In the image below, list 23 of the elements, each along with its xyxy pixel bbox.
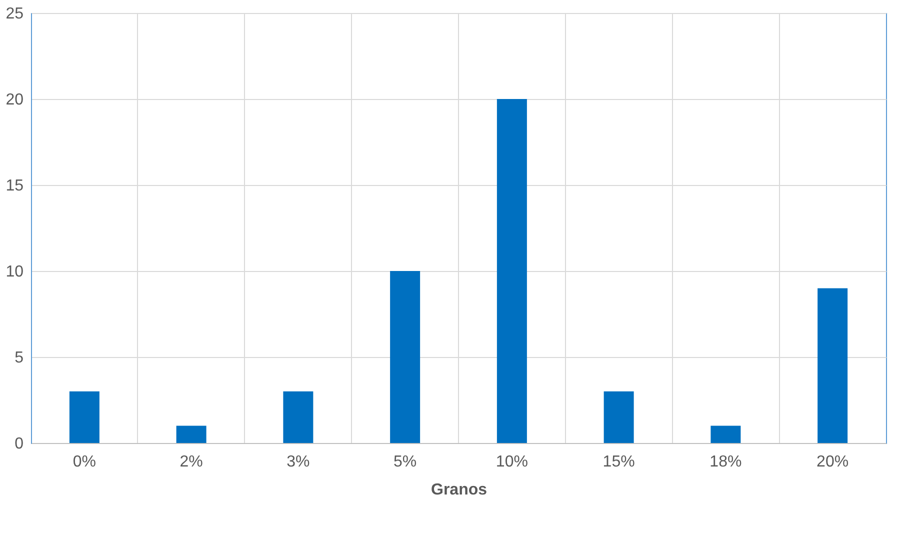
y-tick-label: 15 (6, 178, 24, 194)
x-tick-label: 2% (180, 454, 203, 470)
y-tick-label: 10 (6, 264, 24, 280)
x-tick-label: 18% (710, 454, 742, 470)
y-tick-label: 0 (14, 436, 24, 452)
x-tick-label: 15% (602, 454, 635, 470)
bar (69, 391, 100, 443)
x-tick-label: 3% (286, 454, 310, 470)
x-tick-label: 20% (816, 454, 849, 470)
bar (604, 391, 634, 443)
y-tick-label: 25 (6, 6, 24, 22)
bar (283, 391, 314, 443)
x-tick-label: 10% (496, 454, 528, 470)
bar (710, 426, 741, 443)
x-tick-label: 5% (394, 454, 417, 470)
bar (176, 426, 206, 443)
y-tick-label: 5 (14, 350, 24, 366)
y-tick-label: 20 (6, 92, 24, 108)
bar (496, 99, 527, 443)
x-tick-label: 0% (72, 454, 96, 470)
x-axis-title: Granos (430, 482, 488, 498)
bar (818, 288, 848, 443)
bar (390, 271, 420, 443)
